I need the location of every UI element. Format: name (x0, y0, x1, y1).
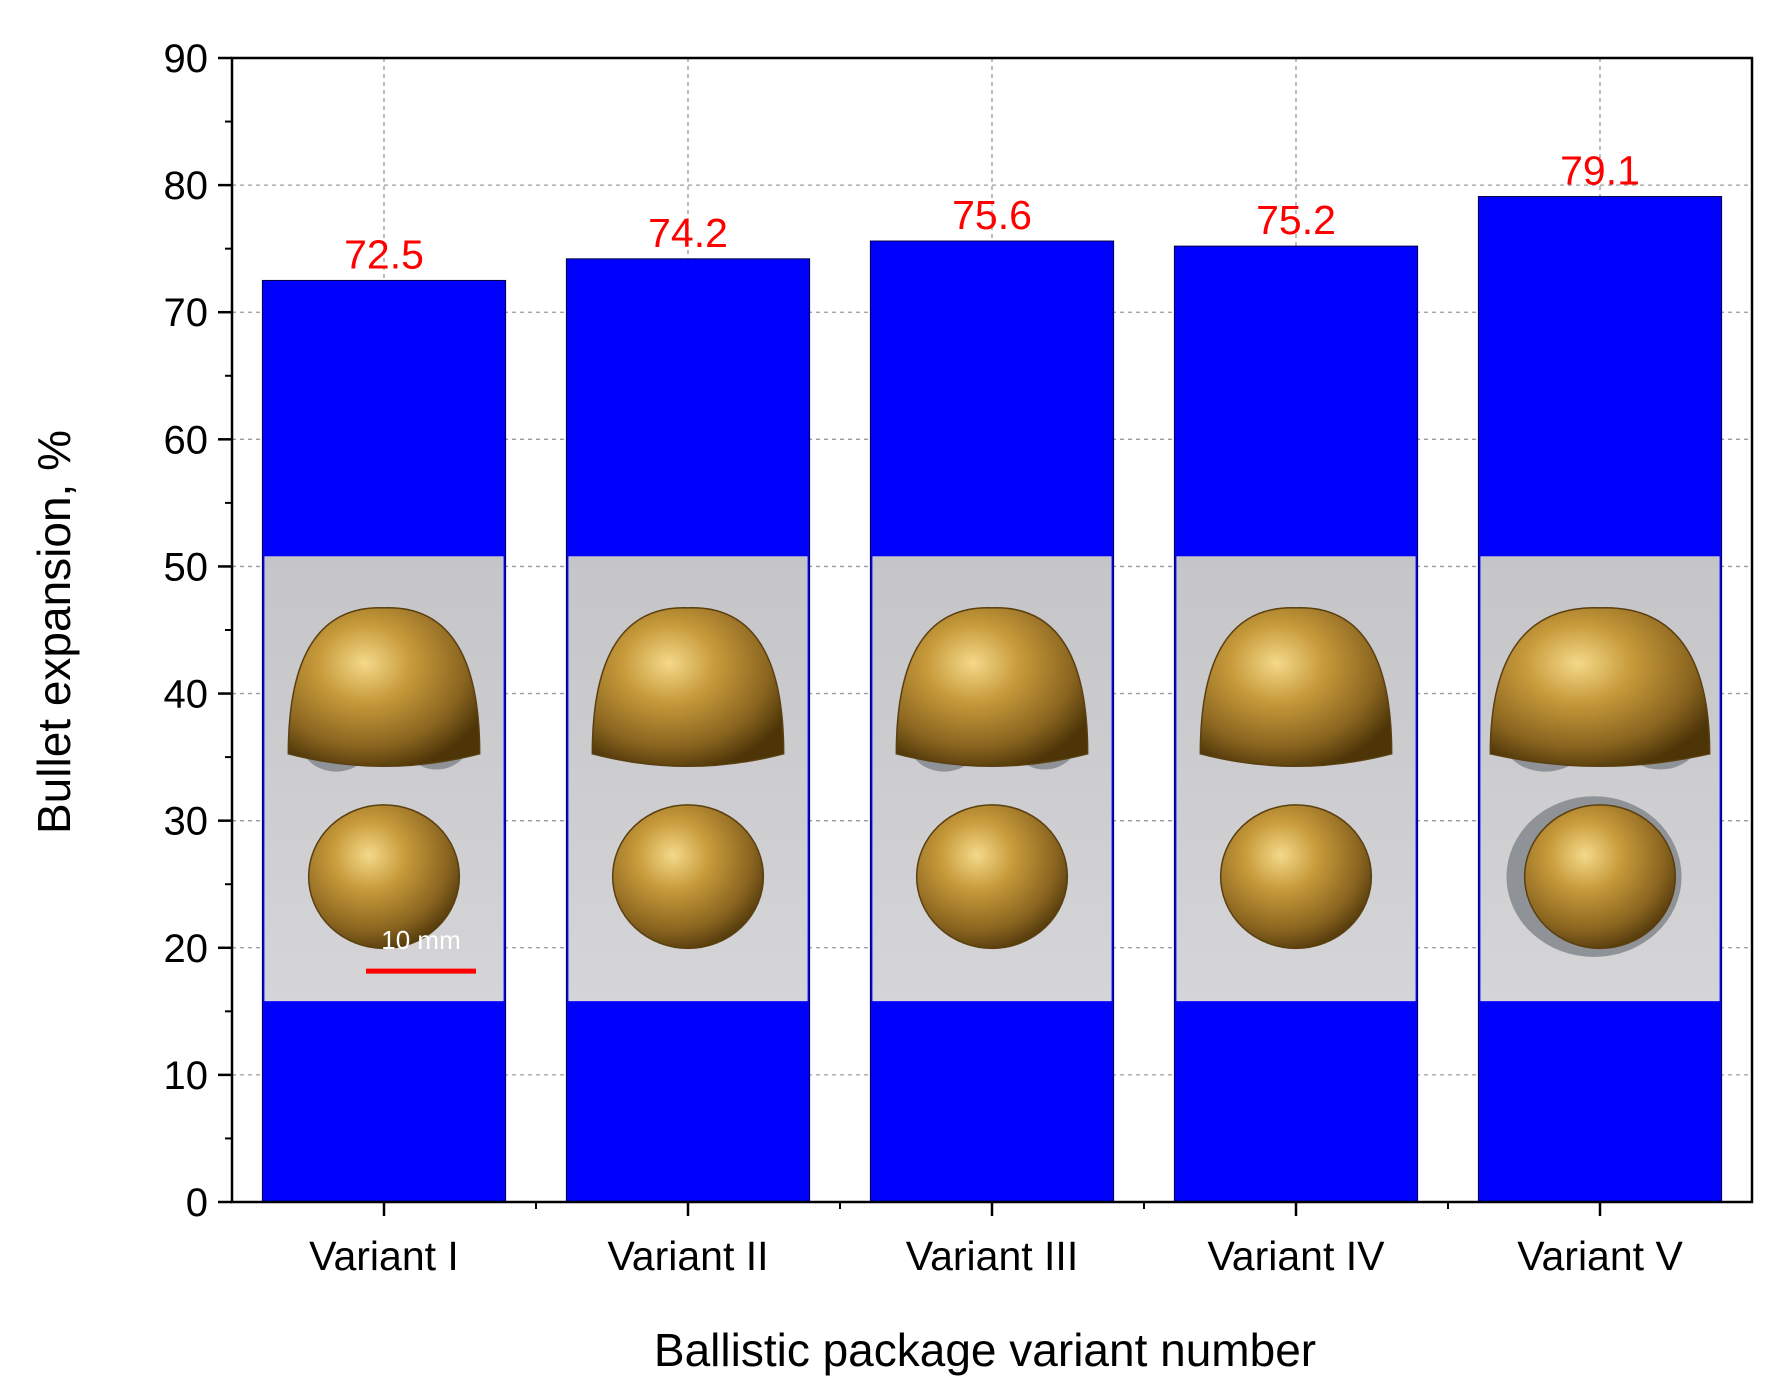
data-label: 79.1 (1560, 148, 1640, 194)
y-tick-label: 80 (164, 164, 209, 208)
bullet-top-view (915, 804, 1069, 950)
bullet-side-view (591, 607, 785, 768)
x-tick-label: Variant I (309, 1233, 459, 1279)
data-label: 74.2 (648, 210, 728, 256)
scale-bar-label: 10 mm (381, 925, 460, 955)
x-axis-title: Ballistic package variant number (654, 1324, 1316, 1376)
bullet-photo (1176, 556, 1416, 1002)
bullet-top-view (1219, 804, 1373, 950)
y-axis-title: Bullet expansion, % (28, 430, 80, 834)
data-label: 75.2 (1256, 197, 1336, 243)
data-label: 72.5 (344, 231, 424, 277)
y-tick-label: 60 (164, 418, 209, 462)
data-labels: 72.5 74.2 75.6 75.2 79.1 (344, 148, 1640, 278)
y-tick-label: 40 (164, 673, 209, 717)
y-tick-label: 30 (164, 800, 209, 844)
y-tick-label: 50 (164, 545, 209, 589)
data-label: 75.6 (952, 192, 1032, 238)
x-tick-label: Variant V (1517, 1233, 1683, 1279)
x-axis-ticks: Variant I Variant II Variant III Variant IV… (309, 1202, 1683, 1279)
x-tick-label: Variant IV (1208, 1233, 1386, 1279)
bullet-photo (568, 556, 808, 1002)
x-tick-label: Variant II (607, 1233, 768, 1279)
bullet-photo (872, 556, 1112, 1002)
y-tick-label: 0 (186, 1181, 208, 1225)
y-tick-label: 10 (164, 1054, 209, 1098)
y-tick-label: 90 (164, 37, 209, 81)
bullet-photo: 10 mm (264, 556, 504, 1002)
y-tick-label: 20 (164, 927, 209, 971)
bullet-side-view (1199, 607, 1393, 768)
y-tick-label: 70 (164, 291, 209, 335)
bullet-top-view (1523, 804, 1677, 950)
bullet-top-view (307, 804, 461, 950)
bullet-side-view (287, 607, 481, 768)
bullet-top-view (611, 804, 765, 950)
bullet-side-view (895, 607, 1089, 768)
bullet-photo (1480, 556, 1720, 1002)
x-tick-label: Variant III (906, 1233, 1078, 1279)
y-axis-ticks: 0 10 20 30 40 50 60 70 80 90 (164, 37, 232, 1225)
bullet-side-view (1489, 607, 1711, 767)
bullet-photos: 10 mm (264, 556, 1720, 1002)
